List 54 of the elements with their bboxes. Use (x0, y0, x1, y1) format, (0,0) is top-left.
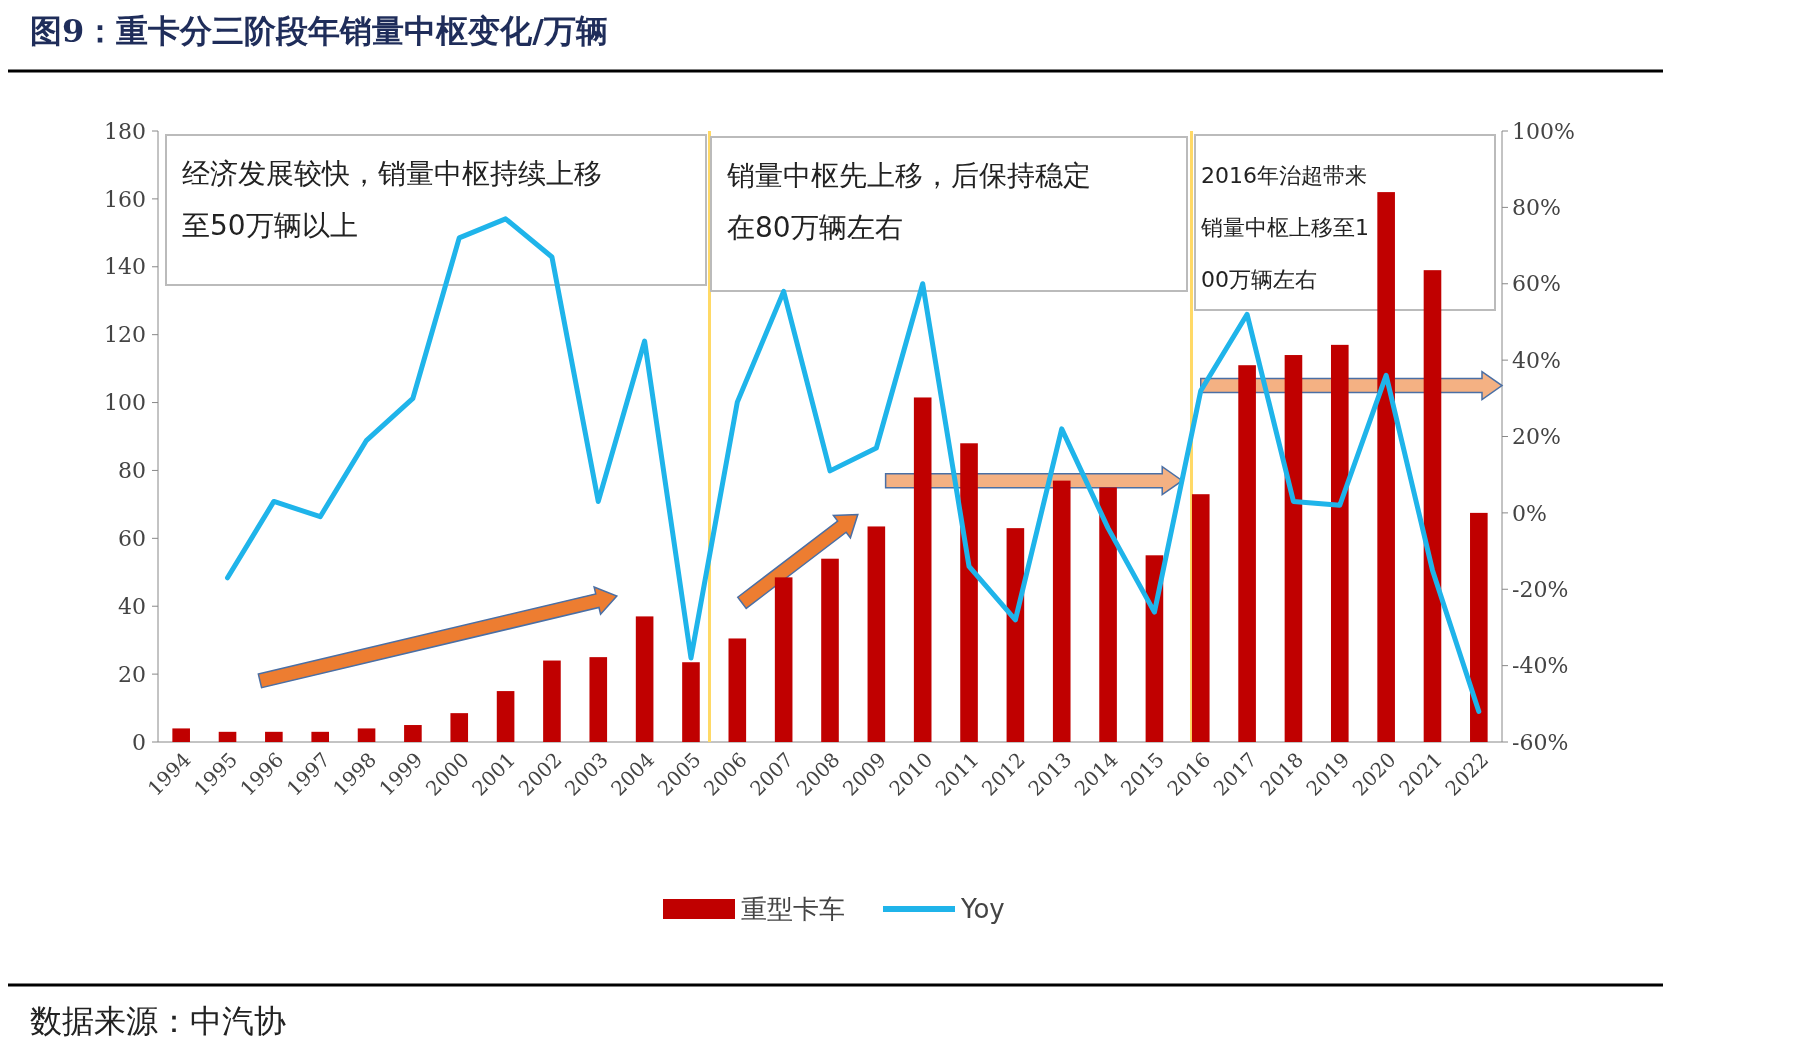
bar (172, 728, 190, 742)
bar (265, 731, 283, 742)
y-tick-label: 160 (104, 186, 146, 212)
bar (1006, 528, 1025, 742)
bar (543, 660, 561, 742)
y-tick-label: 120 (104, 322, 146, 348)
y2-tick-label: 80% (1512, 195, 1561, 221)
y2-tick-label: -60% (1512, 729, 1569, 755)
bar (635, 616, 654, 742)
bar (728, 638, 747, 742)
bar (1330, 344, 1349, 742)
bar (450, 713, 469, 742)
y2-tick-label: 0% (1512, 500, 1547, 526)
bar (682, 662, 700, 742)
bar (867, 526, 886, 742)
y2-tick-label: 40% (1512, 347, 1561, 373)
y2-tick-label: 20% (1512, 424, 1561, 450)
bar (774, 577, 793, 742)
y-tick-label: 140 (104, 254, 146, 280)
bar (357, 728, 376, 742)
bar (1099, 487, 1117, 742)
bar (1191, 494, 1210, 742)
y-tick-label: 20 (118, 661, 146, 687)
y-tick-label: 100 (104, 390, 146, 416)
annotation: 销量中枢先上移，后保持稳定在80万辆左右 (726, 159, 1091, 244)
bar (496, 691, 515, 742)
bar (589, 657, 608, 742)
bar (1052, 480, 1071, 742)
source-note: 数据来源：中汽协 (30, 1002, 286, 1040)
bar (1284, 355, 1303, 742)
legend-label: 重型卡车 (741, 894, 845, 925)
y2-tick-label: 60% (1512, 271, 1561, 297)
legend-label: Yoy (960, 894, 1005, 925)
text: 2016年治超带来销量中枢上移至100万辆左右 (1201, 163, 1369, 292)
bar (821, 558, 839, 742)
bar (311, 731, 330, 742)
bar (1423, 270, 1442, 742)
bar (1470, 512, 1488, 742)
bar (913, 397, 932, 742)
y-tick-label: 80 (118, 458, 146, 484)
bar (404, 725, 422, 742)
y2-tick-label: 100% (1512, 118, 1575, 144)
y-tick-label: 0 (132, 729, 146, 755)
y2-tick-label: -40% (1512, 653, 1569, 679)
annotation: 经济发展较快，销量中枢持续上移至50万辆以上 (182, 157, 602, 242)
y2-tick-label: -20% (1512, 576, 1569, 602)
bar (1377, 192, 1395, 742)
y-tick-label: 40 (118, 593, 146, 619)
bar (1238, 365, 1256, 742)
y-tick-label: 180 (104, 118, 146, 144)
bar (960, 443, 978, 742)
y-tick-label: 60 (118, 526, 146, 552)
chart-title: 图9：重卡分三阶段年销量中枢变化/万辆 (30, 12, 608, 50)
bar (218, 731, 237, 742)
